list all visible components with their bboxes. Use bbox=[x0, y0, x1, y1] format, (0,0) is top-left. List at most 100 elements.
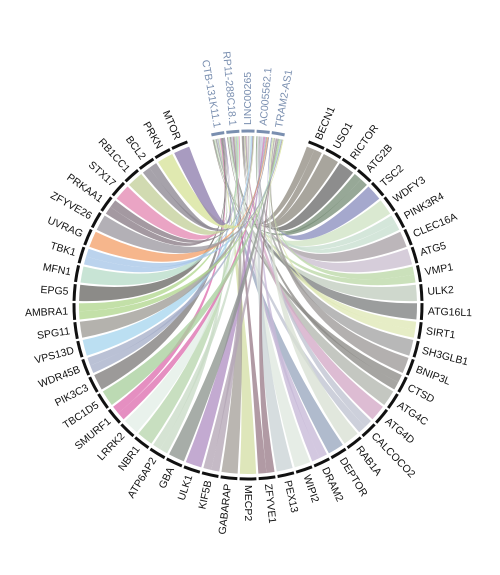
gene-label: SH3GLB1 bbox=[421, 345, 470, 369]
gene-label: AMBRA1 bbox=[25, 306, 69, 320]
gene-label: PEX13 bbox=[281, 479, 300, 514]
chord-ribbon bbox=[80, 136, 240, 286]
gene-label: USO1 bbox=[331, 120, 356, 151]
gene-arc bbox=[410, 246, 419, 264]
gene-label: VPS13D bbox=[33, 345, 75, 367]
chord-ribbon bbox=[213, 139, 367, 236]
gene-arc bbox=[419, 283, 424, 301]
gene-label: ULK1 bbox=[176, 473, 196, 502]
chord-ribbon bbox=[259, 138, 277, 473]
gene-arc bbox=[405, 358, 415, 376]
gene-label: BNIP3L bbox=[414, 364, 452, 388]
gene-arc bbox=[419, 303, 424, 321]
gene-arc bbox=[124, 168, 139, 183]
gene-arc bbox=[277, 471, 295, 478]
gene-label: PRKN bbox=[140, 120, 165, 151]
lncrna-label: CTB-131K11.1 bbox=[199, 59, 223, 129]
gene-label: UVRAG bbox=[46, 215, 85, 241]
gene-label: NBR1 bbox=[116, 444, 143, 474]
gene-arc bbox=[154, 148, 171, 159]
chord-ribbon bbox=[246, 136, 383, 420]
chord-ribbon bbox=[87, 136, 267, 366]
segment-arcs bbox=[72, 129, 424, 481]
gene-arc bbox=[357, 168, 372, 183]
gene-arc bbox=[394, 212, 406, 229]
gene-label: DRAM2 bbox=[319, 465, 346, 504]
gene-label: TBK1 bbox=[49, 240, 78, 259]
chord-ribbons bbox=[78, 136, 418, 474]
chord-ribbon bbox=[228, 136, 416, 286]
gene-label: ATG5 bbox=[419, 240, 448, 259]
gene-arc bbox=[107, 408, 121, 424]
lncrna-label: RP11-288C18.1 bbox=[220, 51, 238, 126]
gene-arc bbox=[72, 283, 77, 301]
lncrna-label: TRAM2-AS1 bbox=[273, 68, 295, 128]
gene-arc bbox=[77, 246, 86, 264]
gene-arc bbox=[415, 265, 422, 283]
gene-arc bbox=[171, 140, 188, 150]
gene-arc bbox=[72, 303, 77, 321]
gene-arc bbox=[308, 140, 325, 150]
lncrna-arc bbox=[256, 129, 270, 134]
gene-arc bbox=[258, 475, 276, 481]
gene-arc bbox=[81, 358, 91, 376]
gene-arc bbox=[76, 340, 84, 358]
gene-label: ULK2 bbox=[427, 284, 454, 298]
gene-arc bbox=[341, 157, 358, 170]
gene-arc bbox=[361, 423, 376, 438]
gene-label: GBA bbox=[157, 465, 177, 490]
gene-label: ZFYVE1 bbox=[262, 483, 278, 524]
chord-ribbon bbox=[160, 138, 228, 454]
gene-arc bbox=[375, 408, 389, 424]
gene-arc bbox=[220, 475, 238, 481]
lncrna-arc bbox=[271, 131, 285, 137]
chord-ribbon bbox=[267, 137, 380, 240]
gene-label: MECP2 bbox=[242, 485, 254, 521]
chord-ribbon bbox=[257, 136, 293, 472]
gene-label: BCL2 bbox=[123, 134, 148, 162]
gene-arc bbox=[383, 196, 396, 212]
gene-arc bbox=[88, 376, 99, 393]
chord-ribbon bbox=[89, 137, 269, 262]
gene-label: EPG5 bbox=[40, 284, 69, 298]
gene-arc bbox=[325, 148, 342, 159]
gene-arc bbox=[417, 322, 423, 340]
lncrna-arc bbox=[211, 131, 225, 137]
chord-ribbon bbox=[138, 136, 238, 444]
gene-arc bbox=[120, 423, 135, 438]
gene-label: KIF5B bbox=[196, 479, 214, 510]
chord-ribbon bbox=[221, 136, 243, 474]
chord-ribbon bbox=[232, 136, 267, 474]
chord-ribbon bbox=[226, 137, 338, 228]
chord-ribbon bbox=[78, 136, 239, 312]
gene-arc bbox=[138, 157, 155, 170]
gene-arc bbox=[313, 457, 331, 468]
gene-arc bbox=[100, 196, 113, 212]
chord-ribbon bbox=[129, 136, 255, 235]
gene-arc bbox=[183, 465, 201, 474]
chord-ribbon bbox=[270, 138, 409, 374]
gene-label: GABARAP bbox=[217, 483, 234, 535]
chord-ribbon bbox=[269, 138, 358, 444]
gene-arc bbox=[73, 322, 79, 340]
lncrna-arc bbox=[226, 129, 240, 134]
chord-ribbon bbox=[116, 136, 241, 240]
chord-ribbon bbox=[82, 136, 252, 356]
gene-arc bbox=[346, 436, 362, 449]
gene-arc bbox=[97, 393, 109, 409]
chord-ribbon bbox=[94, 138, 226, 390]
gene-label: TSC2 bbox=[378, 162, 406, 189]
chord-ribbon bbox=[241, 136, 322, 225]
gene-label: VMP1 bbox=[424, 261, 454, 278]
chord-ribbon bbox=[174, 137, 231, 226]
lncrna-label: AC005562.1 bbox=[257, 67, 274, 126]
chord-ribbon bbox=[242, 136, 354, 231]
chord-ribbon bbox=[257, 136, 413, 273]
gene-arc bbox=[295, 465, 313, 474]
lncrna-label: LINC00265 bbox=[242, 72, 254, 125]
chord-ribbon bbox=[212, 139, 315, 225]
gene-arc bbox=[74, 265, 81, 283]
chord-ribbon bbox=[243, 136, 407, 262]
gene-arc bbox=[387, 393, 399, 409]
